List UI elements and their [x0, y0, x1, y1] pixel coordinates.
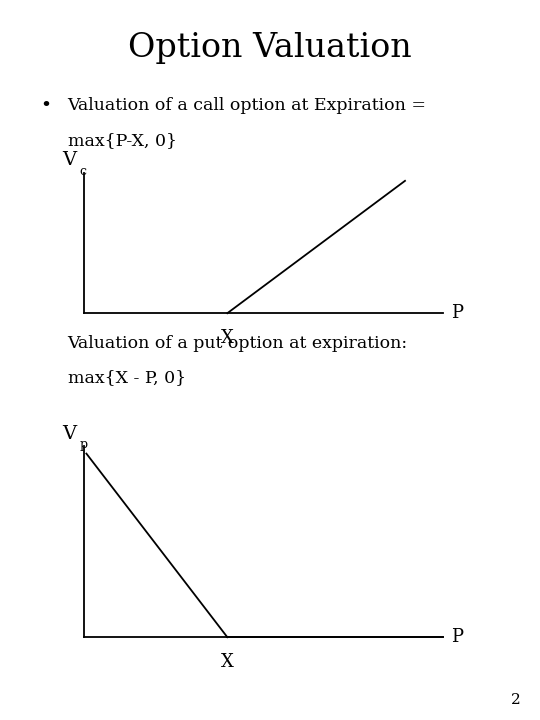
Text: V: V: [62, 151, 76, 169]
Text: Option Valuation: Option Valuation: [128, 32, 412, 64]
Text: Valuation of a call option at Expiration =: Valuation of a call option at Expiration…: [68, 97, 427, 114]
Text: c: c: [79, 165, 86, 178]
Text: max{X - P, 0}: max{X - P, 0}: [68, 369, 186, 387]
Text: X: X: [221, 653, 234, 671]
Text: P: P: [451, 628, 463, 647]
Text: max{P-X, 0}: max{P-X, 0}: [68, 132, 177, 149]
Text: Valuation of a put option at expiration:: Valuation of a put option at expiration:: [68, 335, 408, 352]
Text: V: V: [62, 425, 76, 443]
Text: P: P: [451, 304, 463, 323]
Text: X: X: [221, 329, 234, 347]
Text: p: p: [79, 438, 87, 451]
Text: 2: 2: [511, 693, 521, 707]
Text: •: •: [40, 97, 52, 115]
